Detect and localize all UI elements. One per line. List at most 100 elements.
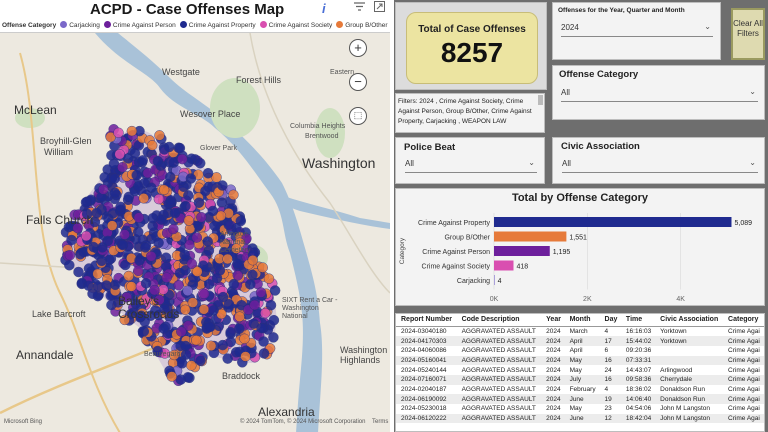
civic-association-title: Civic Association — [561, 141, 640, 152]
offense-dot — [248, 318, 259, 329]
column-header[interactable]: Civic Association — [655, 314, 724, 327]
offense-dot — [174, 142, 186, 154]
table-header-row: Report Number Code Description Year Month Da… — [396, 314, 764, 327]
select-tool-icon[interactable]: ⬚ — [349, 107, 367, 125]
offense-dot — [249, 299, 260, 311]
bar — [494, 231, 567, 242]
filters-summary-text: Filters: 2024 , Crime Against Society, C… — [398, 98, 532, 125]
x-tick-label: 2K — [583, 296, 592, 303]
offense-dot — [133, 181, 144, 192]
table-cell: 09:58:36 — [620, 374, 656, 385]
table-cell: Crime Agai — [728, 385, 760, 393]
offense-dot — [126, 281, 137, 292]
offense-dot — [119, 314, 130, 326]
offense-dot — [209, 220, 220, 232]
table-row[interactable]: 2024-03040180 AGGRAVATED ASSAULT 2024 March… — [396, 327, 764, 337]
data-label: 1,195 — [553, 249, 571, 256]
table-cell: AGGRAVATED ASSAULT — [461, 385, 536, 393]
focus-mode-icon[interactable] — [374, 1, 385, 15]
table-cell: AGGRAVATED ASSAULT — [461, 328, 536, 336]
table-row[interactable]: 2024-05230018 AGGRAVATED ASSAULT 2024 May 23… — [396, 404, 764, 414]
offense-dot — [137, 155, 148, 166]
table-cell: 2024-06190092 — [396, 394, 457, 404]
table-cell: 07:33:31 — [620, 355, 656, 366]
offense-dot — [92, 268, 103, 280]
legend-item-carjacking[interactable]: Carjacking — [60, 21, 100, 29]
offense-dot — [245, 279, 256, 290]
offense-dot — [152, 155, 164, 167]
column-header[interactable]: Report Number — [396, 314, 457, 327]
map-terms-link[interactable]: Terms — [372, 419, 389, 425]
table-cell: AGGRAVATED ASSAULT — [456, 394, 542, 404]
offense-dot — [185, 173, 197, 184]
info-icon[interactable]: i — [322, 1, 326, 16]
x-tick-label: 4K — [676, 296, 685, 303]
legend-item-crime-against-society[interactable]: Crime Against Society — [259, 21, 332, 29]
table-row[interactable]: 2024-04170303 AGGRAVATED ASSAULT 2024 April… — [396, 336, 764, 346]
column-header[interactable]: Month — [564, 314, 600, 327]
clear-all-filters-button[interactable]: Clear All Filters — [731, 8, 765, 60]
period-dropdown[interactable]: 2024 ⌄ — [561, 22, 713, 37]
offense-dot — [114, 148, 125, 160]
offense-dot — [182, 285, 193, 297]
zoom-out-button[interactable]: − — [349, 73, 367, 91]
map-place-label: Alexandria — [258, 405, 315, 419]
table-cell — [655, 346, 723, 356]
table-cell: 4 — [604, 385, 609, 393]
legend-item-crime-against-person[interactable]: Crime Against Person — [103, 21, 176, 29]
offense-dot — [83, 280, 94, 291]
civic-association-slicer: Civic Association All ⌄ — [552, 137, 765, 184]
table-row[interactable]: 2024-05240144 AGGRAVATED ASSAULT 2024 May 24… — [396, 365, 764, 375]
police-beat-dropdown[interactable]: All ⌄ — [405, 158, 537, 173]
offense-dot — [199, 288, 210, 300]
zoom-in-button[interactable]: + — [349, 39, 367, 57]
table-row[interactable]: 2024-06190092 AGGRAVATED ASSAULT 2024 June 1… — [396, 394, 764, 404]
table-cell: 2024 — [546, 328, 561, 336]
offense-dot — [263, 273, 275, 284]
map-legend: Offense Category Carjacking Crime Agains… — [2, 19, 388, 31]
column-header[interactable]: Category — [723, 314, 764, 327]
table-cell: AGGRAVATED ASSAULT — [456, 336, 542, 346]
table-cell: 19 — [599, 394, 621, 404]
table-row[interactable]: 2024-04060086 AGGRAVATED ASSAULT 2024 April… — [396, 346, 764, 356]
column-header[interactable]: Year — [541, 314, 565, 327]
table-cell: 2024-02040187 — [401, 385, 447, 393]
table-row[interactable]: 2024-06120222 AGGRAVATED ASSAULT 2024 June 1… — [396, 413, 764, 424]
table-cell: May — [569, 405, 582, 413]
offense-category-dropdown[interactable]: All ⌄ — [561, 87, 758, 102]
offense-dot — [202, 236, 213, 247]
offense-dot — [223, 299, 235, 310]
data-label: 5,089 — [734, 220, 752, 227]
column-header[interactable]: Day — [599, 314, 621, 327]
column-header[interactable]: Code Description — [456, 314, 542, 327]
filter-icon[interactable] — [354, 2, 365, 15]
offense-map[interactable]: Westgate Forest Hills McLean Wesover Pla… — [0, 32, 390, 432]
police-beat-slicer: Police Beat All ⌄ — [395, 137, 545, 184]
category-label: Carjacking — [457, 278, 490, 285]
table-row[interactable]: 2024-02040187 AGGRAVATED ASSAULT 2024 Febru… — [396, 385, 764, 395]
legend-item-crime-against-property[interactable]: Crime Against Property — [179, 21, 256, 29]
offense-dot — [215, 210, 227, 222]
offense-dots-layer[interactable] — [0, 33, 390, 432]
legend-label: Crime Against Property — [188, 22, 256, 29]
offense-dot — [119, 229, 130, 240]
period-slicer: Offenses for the Year, Quarter and Month… — [552, 2, 721, 60]
offense-dot — [202, 167, 214, 179]
table-row[interactable]: 2024-07160071 AGGRAVATED ASSAULT 2024 July 1… — [396, 374, 764, 385]
column-header[interactable]: Time — [620, 314, 656, 327]
offense-dot — [176, 326, 187, 337]
offense-dot — [191, 334, 202, 346]
table-cell — [655, 355, 724, 366]
table-row[interactable]: 2024-05160041 AGGRAVATED ASSAULT 2024 May 16… — [396, 355, 764, 366]
filters-scrollbar[interactable] — [538, 95, 543, 105]
offense-dot — [109, 173, 120, 184]
map-place-label: Forest Hills — [236, 75, 282, 85]
civic-association-dropdown[interactable]: All ⌄ — [562, 158, 758, 173]
legend-item-group-b-other[interactable]: Group B/Other — [336, 21, 388, 29]
table-cell: 2024 — [541, 374, 565, 385]
offense-dot — [158, 184, 170, 196]
offense-dot — [228, 189, 239, 201]
table-cell: May — [564, 355, 600, 366]
map-place-label: Bailey's Crossroads — [118, 294, 180, 321]
offense-dot — [135, 311, 146, 323]
